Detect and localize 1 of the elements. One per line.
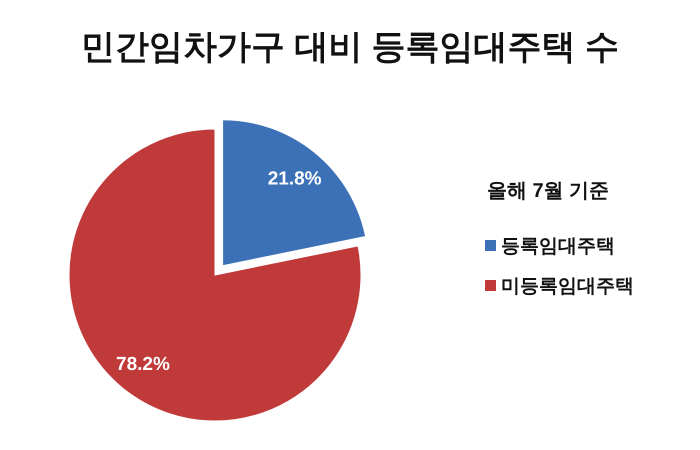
title: 민간임차가구 대비 등록임대주택 수 [80, 28, 620, 66]
